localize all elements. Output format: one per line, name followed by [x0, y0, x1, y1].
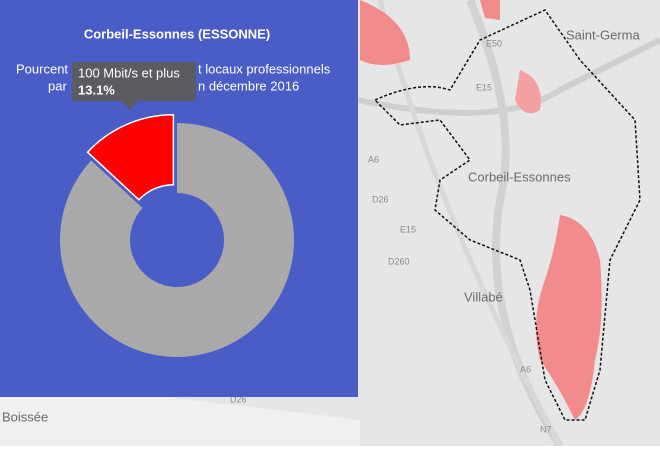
tooltip: 100 Mbit/s et plus 13.1% [72, 62, 196, 110]
place-label: Boissée [2, 409, 48, 424]
coverage-area [515, 70, 541, 114]
road-label: D26 [372, 194, 389, 204]
subtitle: t locaux professionnels [198, 61, 331, 76]
slice [60, 123, 295, 357]
road-label: A6 [520, 364, 531, 374]
road-label: E50 [486, 38, 502, 48]
road-label: A6 [368, 154, 379, 164]
donut [60, 114, 295, 357]
tooltip-box [72, 62, 196, 110]
slice [86, 114, 175, 201]
tooltip-value: 13.1% [78, 82, 115, 97]
road-label: E15 [476, 82, 492, 92]
tooltip-category: 100 Mbit/s et plus [78, 65, 180, 80]
subtitle: n décembre 2016 [198, 78, 299, 93]
coverage-area [536, 215, 602, 420]
road-label: E15 [400, 224, 416, 234]
road-label: D26 [230, 394, 247, 404]
road-label: N7 [540, 424, 552, 434]
coverage-area [360, 0, 410, 65]
commune-boundary [373, 9, 641, 421]
place-label: Villabé [464, 289, 503, 304]
place-label: Corbeil-Essonnes [468, 169, 571, 184]
subtitle: Pourcent [16, 61, 68, 76]
coverage-area [480, 0, 500, 20]
road-label: D260 [388, 256, 410, 266]
subtitle: par [48, 78, 67, 93]
place-label: Saint-Germa [566, 27, 640, 42]
chart-title: Corbeil-Essonnes (ESSONNE) [84, 26, 270, 41]
road [357, 37, 660, 116]
